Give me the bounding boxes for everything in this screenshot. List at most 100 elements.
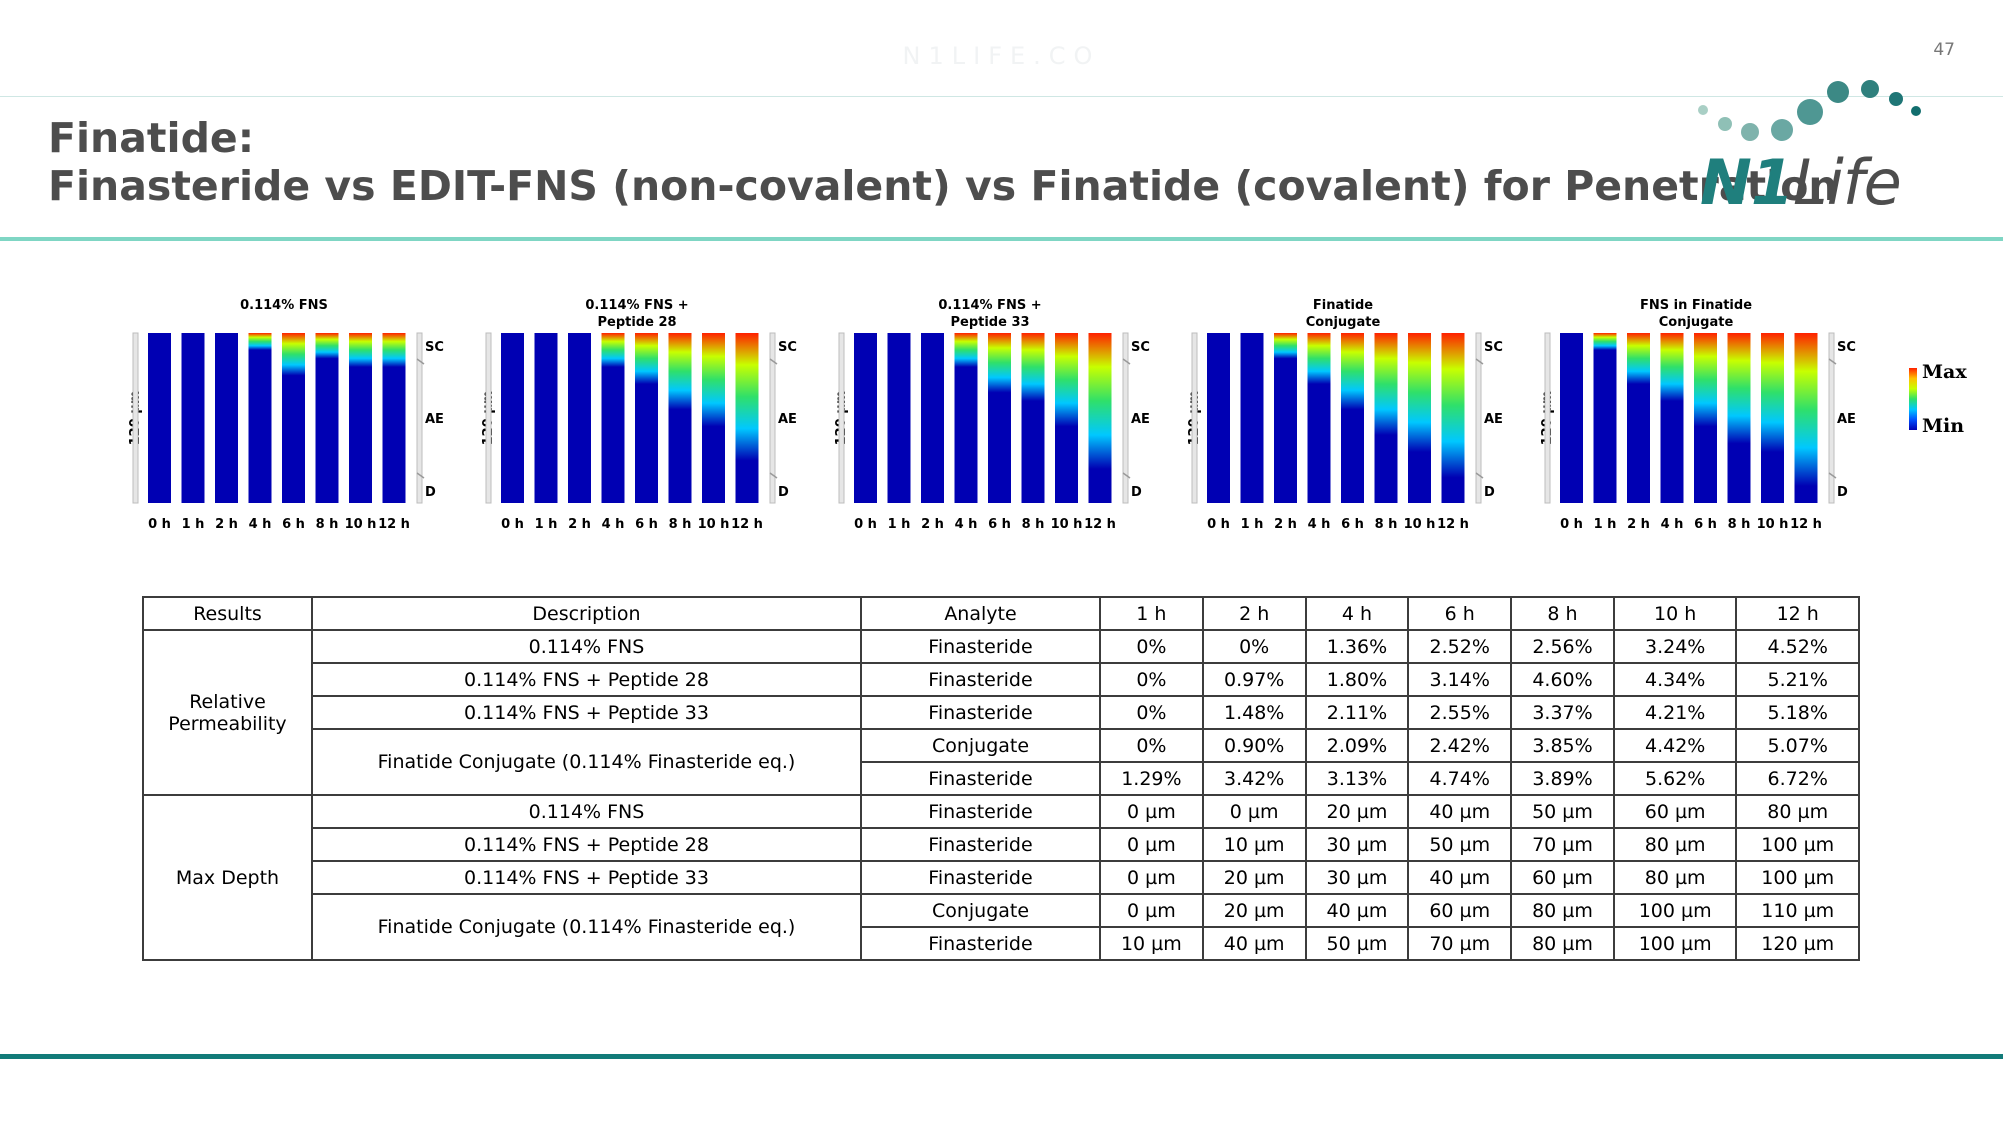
column-header: Description xyxy=(311,596,862,631)
heatmap-column xyxy=(215,333,238,503)
value-cell: 40 µm xyxy=(1201,926,1307,961)
heatmap-penetration xyxy=(1021,333,1045,401)
panel-title: 0.114% FNS + xyxy=(938,298,1041,313)
x-tick-label: 0 h xyxy=(501,517,524,532)
x-tick-label: 12 h xyxy=(1790,517,1822,532)
value-cell: 80 µm xyxy=(1612,860,1738,895)
value-cell: 20 µm xyxy=(1304,794,1410,829)
layer-label: AE xyxy=(1484,412,1503,427)
table-row: 0.114% FNS + Peptide 28 Finasteride 0% 0.97… xyxy=(143,662,1860,697)
value-cell: 10 µm xyxy=(1201,827,1307,862)
value-cell: 2.55% xyxy=(1407,695,1513,730)
heatmap-penetration xyxy=(282,333,305,376)
table-row: 0.114% FNS + Peptide 33 Finasteride 0% 1.48… xyxy=(143,695,1860,730)
colorbar-legend xyxy=(1909,368,1917,430)
description-cell: 0.114% FNS + Peptide 28 xyxy=(311,827,862,862)
title-line-1: Finatide: xyxy=(48,114,255,162)
heatmap-column xyxy=(501,333,524,503)
heatmap-penetration xyxy=(668,333,692,410)
layer-boundary xyxy=(1828,472,1837,479)
value-cell: 3.14% xyxy=(1407,662,1513,697)
layer-bracket xyxy=(769,332,776,504)
watermark: N1LIFE.CO xyxy=(902,42,1101,70)
panel-title: Conjugate xyxy=(1306,315,1381,330)
result-group-label: Relative Permeability xyxy=(142,629,313,796)
x-tick-label: 10 h xyxy=(1757,517,1789,532)
value-cell: 3.42% xyxy=(1201,761,1307,796)
result-group-label: Max Depth xyxy=(142,794,313,961)
value-cell: 2.09% xyxy=(1304,728,1410,763)
analyte-cell: Finasteride xyxy=(860,827,1101,862)
x-tick-label: 4 h xyxy=(602,517,625,532)
heatmap-column xyxy=(568,333,591,503)
value-cell: 30 µm xyxy=(1304,860,1410,895)
logo-dots-icon xyxy=(1698,80,1921,141)
x-tick-label: 6 h xyxy=(1694,517,1717,532)
layer-boundary xyxy=(1122,472,1131,479)
layer-label: D xyxy=(778,485,789,500)
logo-part-2: Life xyxy=(1793,146,1902,219)
x-tick-label: 0 h xyxy=(1560,517,1583,532)
column-header: 10 h xyxy=(1612,596,1738,631)
logo-wordmark: N1Life xyxy=(1700,146,1902,219)
description-cell: 0.114% FNS + Peptide 33 xyxy=(311,695,862,730)
layer-bracket xyxy=(1828,332,1835,504)
x-tick-label: 8 h xyxy=(1375,517,1398,532)
value-cell: 0% xyxy=(1099,629,1204,664)
layer-boundary xyxy=(769,358,778,365)
x-tick-label: 10 h xyxy=(1051,517,1083,532)
x-tick-label: 10 h xyxy=(1404,517,1436,532)
layer-label: SC xyxy=(1837,340,1856,355)
analyte-cell: Finasteride xyxy=(860,926,1101,961)
value-cell: 70 µm xyxy=(1510,827,1615,862)
value-cell: 0.90% xyxy=(1201,728,1307,763)
layer-boundary xyxy=(416,472,425,479)
heatmap-column xyxy=(887,333,911,503)
x-tick-label: 1 h xyxy=(1594,517,1617,532)
description-cell: 0.114% FNS + Peptide 33 xyxy=(311,860,862,895)
analyte-cell: Conjugate xyxy=(860,893,1101,928)
column-header: 8 h xyxy=(1510,596,1615,631)
value-cell: 80 µm xyxy=(1510,893,1615,928)
layer-boundary xyxy=(1828,358,1837,365)
heatmap-penetration xyxy=(1408,333,1431,452)
x-tick-label: 2 h xyxy=(921,517,944,532)
title-line-2: Finasteride vs EDIT-FNS (non-covalent) v… xyxy=(48,162,1838,210)
analyte-cell: Finasteride xyxy=(860,761,1101,796)
analyte-cell: Conjugate xyxy=(860,728,1101,763)
x-tick-label: 2 h xyxy=(1274,517,1297,532)
scale-bar xyxy=(1544,332,1551,504)
layer-label: D xyxy=(425,485,436,500)
x-tick-label: 1 h xyxy=(888,517,911,532)
layer-boundary xyxy=(769,472,778,479)
heatmap-penetration xyxy=(1341,333,1364,410)
heatmap-panel: 0.114% FNS +Peptide 28120 µm0 h1 h2 h4 h… xyxy=(481,298,797,532)
layer-label: D xyxy=(1131,485,1142,500)
scale-bar xyxy=(838,332,845,504)
table-row: 0.114% FNS + Peptide 33 Finasteride 0 µm 20… xyxy=(143,860,1860,895)
layer-label: AE xyxy=(1837,412,1856,427)
heatmap-column xyxy=(954,333,978,503)
heatmap-column xyxy=(148,333,171,503)
description-cell: 0.114% FNS xyxy=(311,794,862,829)
layer-label: SC xyxy=(778,340,797,355)
layer-label: SC xyxy=(425,340,444,355)
heatmap-penetration xyxy=(1593,333,1617,350)
heatmap-panel: 0.114% FNS120 µm0 h1 h2 h4 h6 h8 h10 h12… xyxy=(128,298,444,532)
heatmap-penetration xyxy=(735,333,759,461)
layer-bracket xyxy=(1475,332,1482,504)
heatmap-column xyxy=(1207,333,1230,503)
heatmap-column xyxy=(534,333,558,503)
value-cell: 0 µm xyxy=(1099,860,1204,895)
scale-bar xyxy=(1191,332,1198,504)
x-tick-label: 8 h xyxy=(1022,517,1045,532)
heatmap-column xyxy=(921,333,944,503)
layer-label: D xyxy=(1484,485,1495,500)
value-cell: 100 µm xyxy=(1735,860,1860,895)
value-cell: 80 µm xyxy=(1510,926,1615,961)
layer-label: AE xyxy=(1131,412,1150,427)
description-cell: Finatide Conjugate (0.114% Finasteride e… xyxy=(311,893,862,961)
description-cell: 0.114% FNS + Peptide 28 xyxy=(311,662,862,697)
page-number: 47 xyxy=(1933,40,1955,60)
heatmap-penetration xyxy=(1761,333,1784,452)
